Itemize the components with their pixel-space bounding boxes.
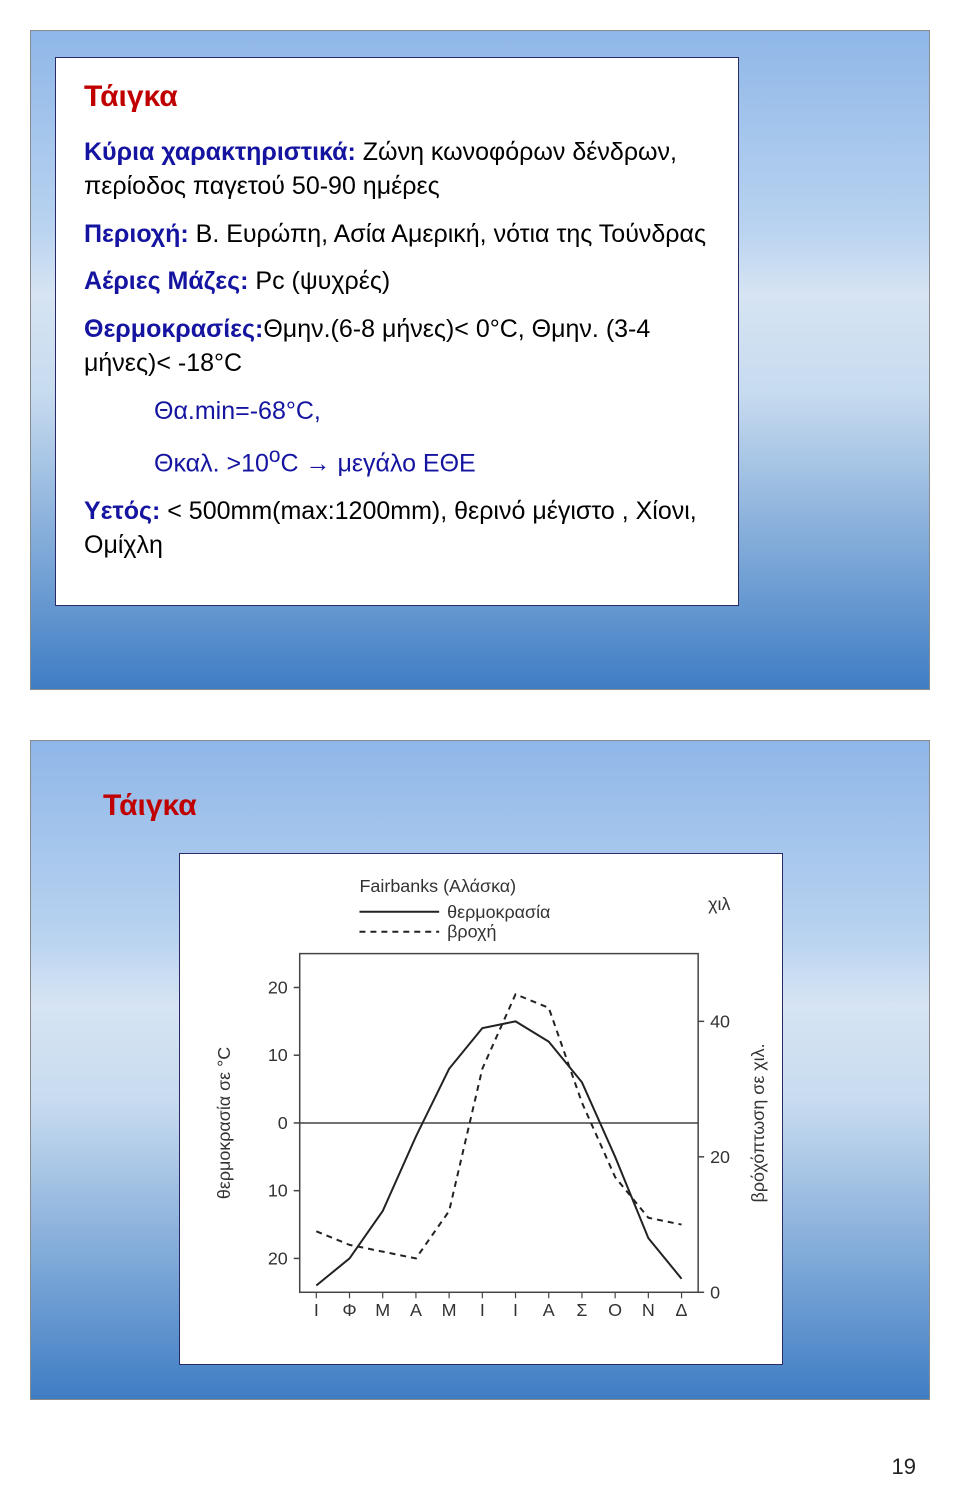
- temperature-label: Θερμοκρασίες:: [84, 315, 263, 343]
- svg-text:20: 20: [710, 1147, 730, 1167]
- temp-summer-a: Θκαλ. >10: [154, 450, 269, 478]
- svg-text:Μ: Μ: [375, 1300, 390, 1320]
- region-label: Περιοχή:: [84, 220, 189, 248]
- slide-title: Τάιγκα: [84, 80, 710, 114]
- svg-text:Ι: Ι: [513, 1300, 518, 1320]
- temp-summer-line: Θκαλ. >10oC → μεγάλο ΕΘΕ: [154, 442, 710, 481]
- svg-text:10: 10: [268, 1045, 288, 1065]
- characteristics-line: Κύρια χαρακτηριστικά: Ζώνη κωνοφόρων δέν…: [84, 136, 710, 204]
- svg-text:Δ: Δ: [676, 1300, 688, 1320]
- slide-2: Τάιγκα 20100102040200ΙΦΜΑΜΙΙΑΣΟΝΔFairban…: [30, 740, 930, 1400]
- svg-text:Α: Α: [543, 1300, 555, 1320]
- degree-sup: o: [269, 444, 281, 467]
- region-text: Β. Ευρώπη, Ασία Αμερική, νότια της Τούνδ…: [196, 220, 706, 248]
- temp-min-line: Θα.min=-68°C,: [154, 395, 710, 429]
- precip-line: Υετός: < 500mm(max:1200mm), θερινό μέγισ…: [84, 495, 710, 563]
- svg-text:Fairbanks (Αλάσκα): Fairbanks (Αλάσκα): [359, 876, 516, 896]
- svg-text:0: 0: [710, 1282, 720, 1302]
- svg-text:Μ: Μ: [442, 1300, 457, 1320]
- airmass-label: Αέριες Μάζες:: [84, 267, 248, 295]
- slide-title: Τάιγκα: [103, 789, 197, 823]
- svg-text:χιλ: χιλ: [708, 894, 730, 914]
- svg-text:Α: Α: [410, 1300, 422, 1320]
- svg-text:40: 40: [710, 1011, 730, 1031]
- airmass-line: Αέριες Μάζες: Pc (ψυχρές): [84, 265, 710, 299]
- svg-text:Ι: Ι: [314, 1300, 319, 1320]
- airmass-text: Pc (ψυχρές): [255, 267, 390, 295]
- svg-text:20: 20: [268, 977, 288, 997]
- precip-label: Υετός:: [84, 497, 160, 525]
- svg-text:Ι: Ι: [480, 1300, 485, 1320]
- svg-text:βροχή: βροχή: [447, 922, 496, 942]
- content-panel: Τάιγκα Κύρια χαρακτηριστικά: Ζώνη κωνοφό…: [55, 57, 739, 606]
- svg-text:Σ: Σ: [576, 1300, 587, 1320]
- slide-1: Τάιγκα Κύρια χαρακτηριστικά: Ζώνη κωνοφό…: [30, 30, 930, 690]
- svg-text:Ν: Ν: [642, 1300, 655, 1320]
- svg-text:βρόχόπτωση σε χιλ.: βρόχόπτωση σε χιλ.: [748, 1043, 768, 1202]
- svg-text:Ο: Ο: [608, 1300, 622, 1320]
- precip-text: < 500mm(max:1200mm), θερινό μέγιστο , Χί…: [84, 497, 697, 559]
- svg-text:θερμοκρασία σε °C: θερμοκρασία σε °C: [214, 1047, 234, 1199]
- page-number: 19: [892, 1454, 916, 1480]
- svg-text:0: 0: [278, 1113, 288, 1133]
- svg-text:20: 20: [268, 1248, 288, 1268]
- temp-summer-b: C → μεγάλο ΕΘΕ: [281, 450, 476, 478]
- characteristics-label: Κύρια χαρακτηριστικά:: [84, 138, 356, 166]
- temperature-line: Θερμοκρασίες:Θμην.(6-8 μήνες)< 0°C, Θμην…: [84, 313, 710, 381]
- region-line: Περιοχή: Β. Ευρώπη, Ασία Αμερική, νότια …: [84, 218, 710, 252]
- svg-text:Φ: Φ: [342, 1300, 356, 1320]
- svg-text:θερμοκρασία: θερμοκρασία: [447, 902, 550, 922]
- svg-text:10: 10: [268, 1181, 288, 1201]
- climate-chart-svg: 20100102040200ΙΦΜΑΜΙΙΑΣΟΝΔFairbanks (Αλά…: [180, 854, 782, 1364]
- climate-chart: 20100102040200ΙΦΜΑΜΙΙΑΣΟΝΔFairbanks (Αλά…: [179, 853, 783, 1365]
